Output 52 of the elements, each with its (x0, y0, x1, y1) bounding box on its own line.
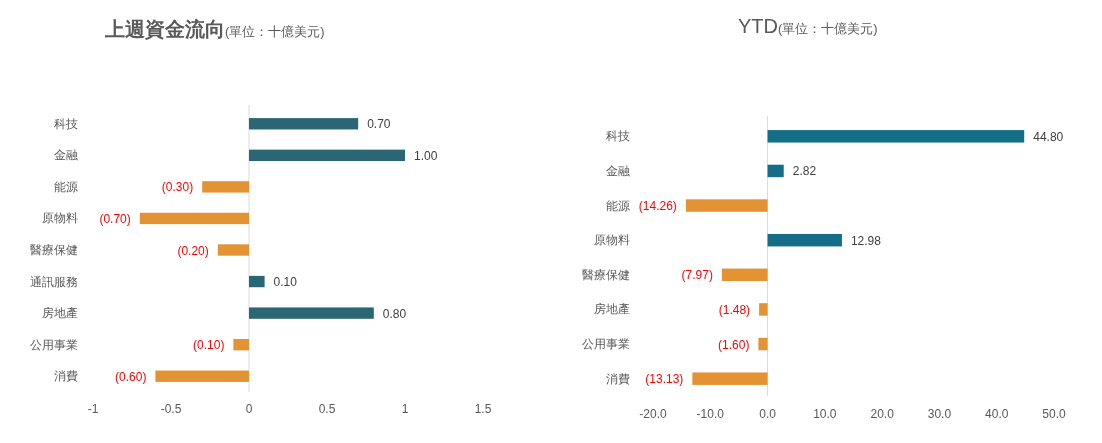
x-tick-label: 20.0 (870, 407, 895, 421)
data-label: 1.00 (414, 148, 438, 163)
y-tick-label: 房地產 (42, 306, 78, 321)
x-tick-label: 1 (401, 402, 409, 416)
data-label: 0.80 (382, 306, 407, 321)
data-label: (0.10) (193, 338, 225, 353)
data-label: 0.10 (273, 275, 298, 290)
x-tick-label: 0 (245, 402, 253, 416)
y-tick-label: 通訊服務 (30, 274, 78, 289)
data-label: (1.60) (718, 337, 750, 352)
x-tick-label: 0.5 (318, 402, 336, 416)
y-tick-label: 金融 (54, 148, 78, 163)
y-tick-label: 公用事業 (30, 337, 78, 352)
y-tick-label: 原物料 (594, 233, 630, 248)
x-tick-label: 40.0 (985, 407, 1009, 421)
x-tick-label: -0.5 (160, 402, 182, 416)
data-label: (0.30) (161, 180, 194, 195)
y-tick-label: 消費 (54, 369, 78, 384)
y-tick-label: 金融 (606, 163, 630, 178)
y-tick-label: 醫療保健 (30, 243, 78, 257)
x-tick-label: 50.0 (1042, 407, 1066, 421)
y-tick-label: 能源 (54, 179, 78, 194)
chart-subtitle: (單位：十億美元) (778, 21, 878, 36)
y-tick-label: 醫療保健 (582, 267, 630, 282)
y-tick-label: 消費 (606, 371, 630, 386)
y-tick-label: 能源 (606, 198, 630, 213)
x-tick-label: -10.0 (696, 407, 725, 421)
y-tick-label: 科技 (54, 116, 78, 131)
y-tick-label: 房地產 (594, 302, 630, 317)
data-label: (0.70) (99, 211, 131, 226)
data-label: 44.80 (1033, 129, 1064, 144)
data-label: (1.48) (718, 302, 751, 317)
y-tick-label: 科技 (606, 129, 630, 144)
data-label: (7.97) (681, 268, 713, 283)
data-label: 0.70 (367, 117, 391, 132)
data-label: 12.98 (850, 233, 882, 248)
y-tick-label: 原物料 (42, 211, 78, 226)
y-tick-label: 公用事業 (582, 337, 630, 352)
chart-title: 上週資金流向 (104, 18, 225, 40)
chart-subtitle: (單位：十億美元) (225, 24, 325, 39)
x-tick-label: 30.0 (927, 407, 952, 421)
chart-title: YTD (738, 15, 778, 37)
data-label: (13.13) (645, 372, 684, 387)
data-label: (0.20) (177, 243, 209, 258)
data-label: 2.82 (792, 164, 817, 179)
x-tick-label: -1 (87, 402, 99, 416)
x-tick-label: 10.0 (813, 407, 837, 421)
x-tick-label: 1.5 (474, 402, 492, 416)
data-label: (14.26) (638, 199, 677, 214)
x-tick-label: -20.0 (639, 407, 667, 421)
data-label: (0.60) (115, 369, 147, 384)
x-tick-label: 0.0 (759, 407, 777, 421)
